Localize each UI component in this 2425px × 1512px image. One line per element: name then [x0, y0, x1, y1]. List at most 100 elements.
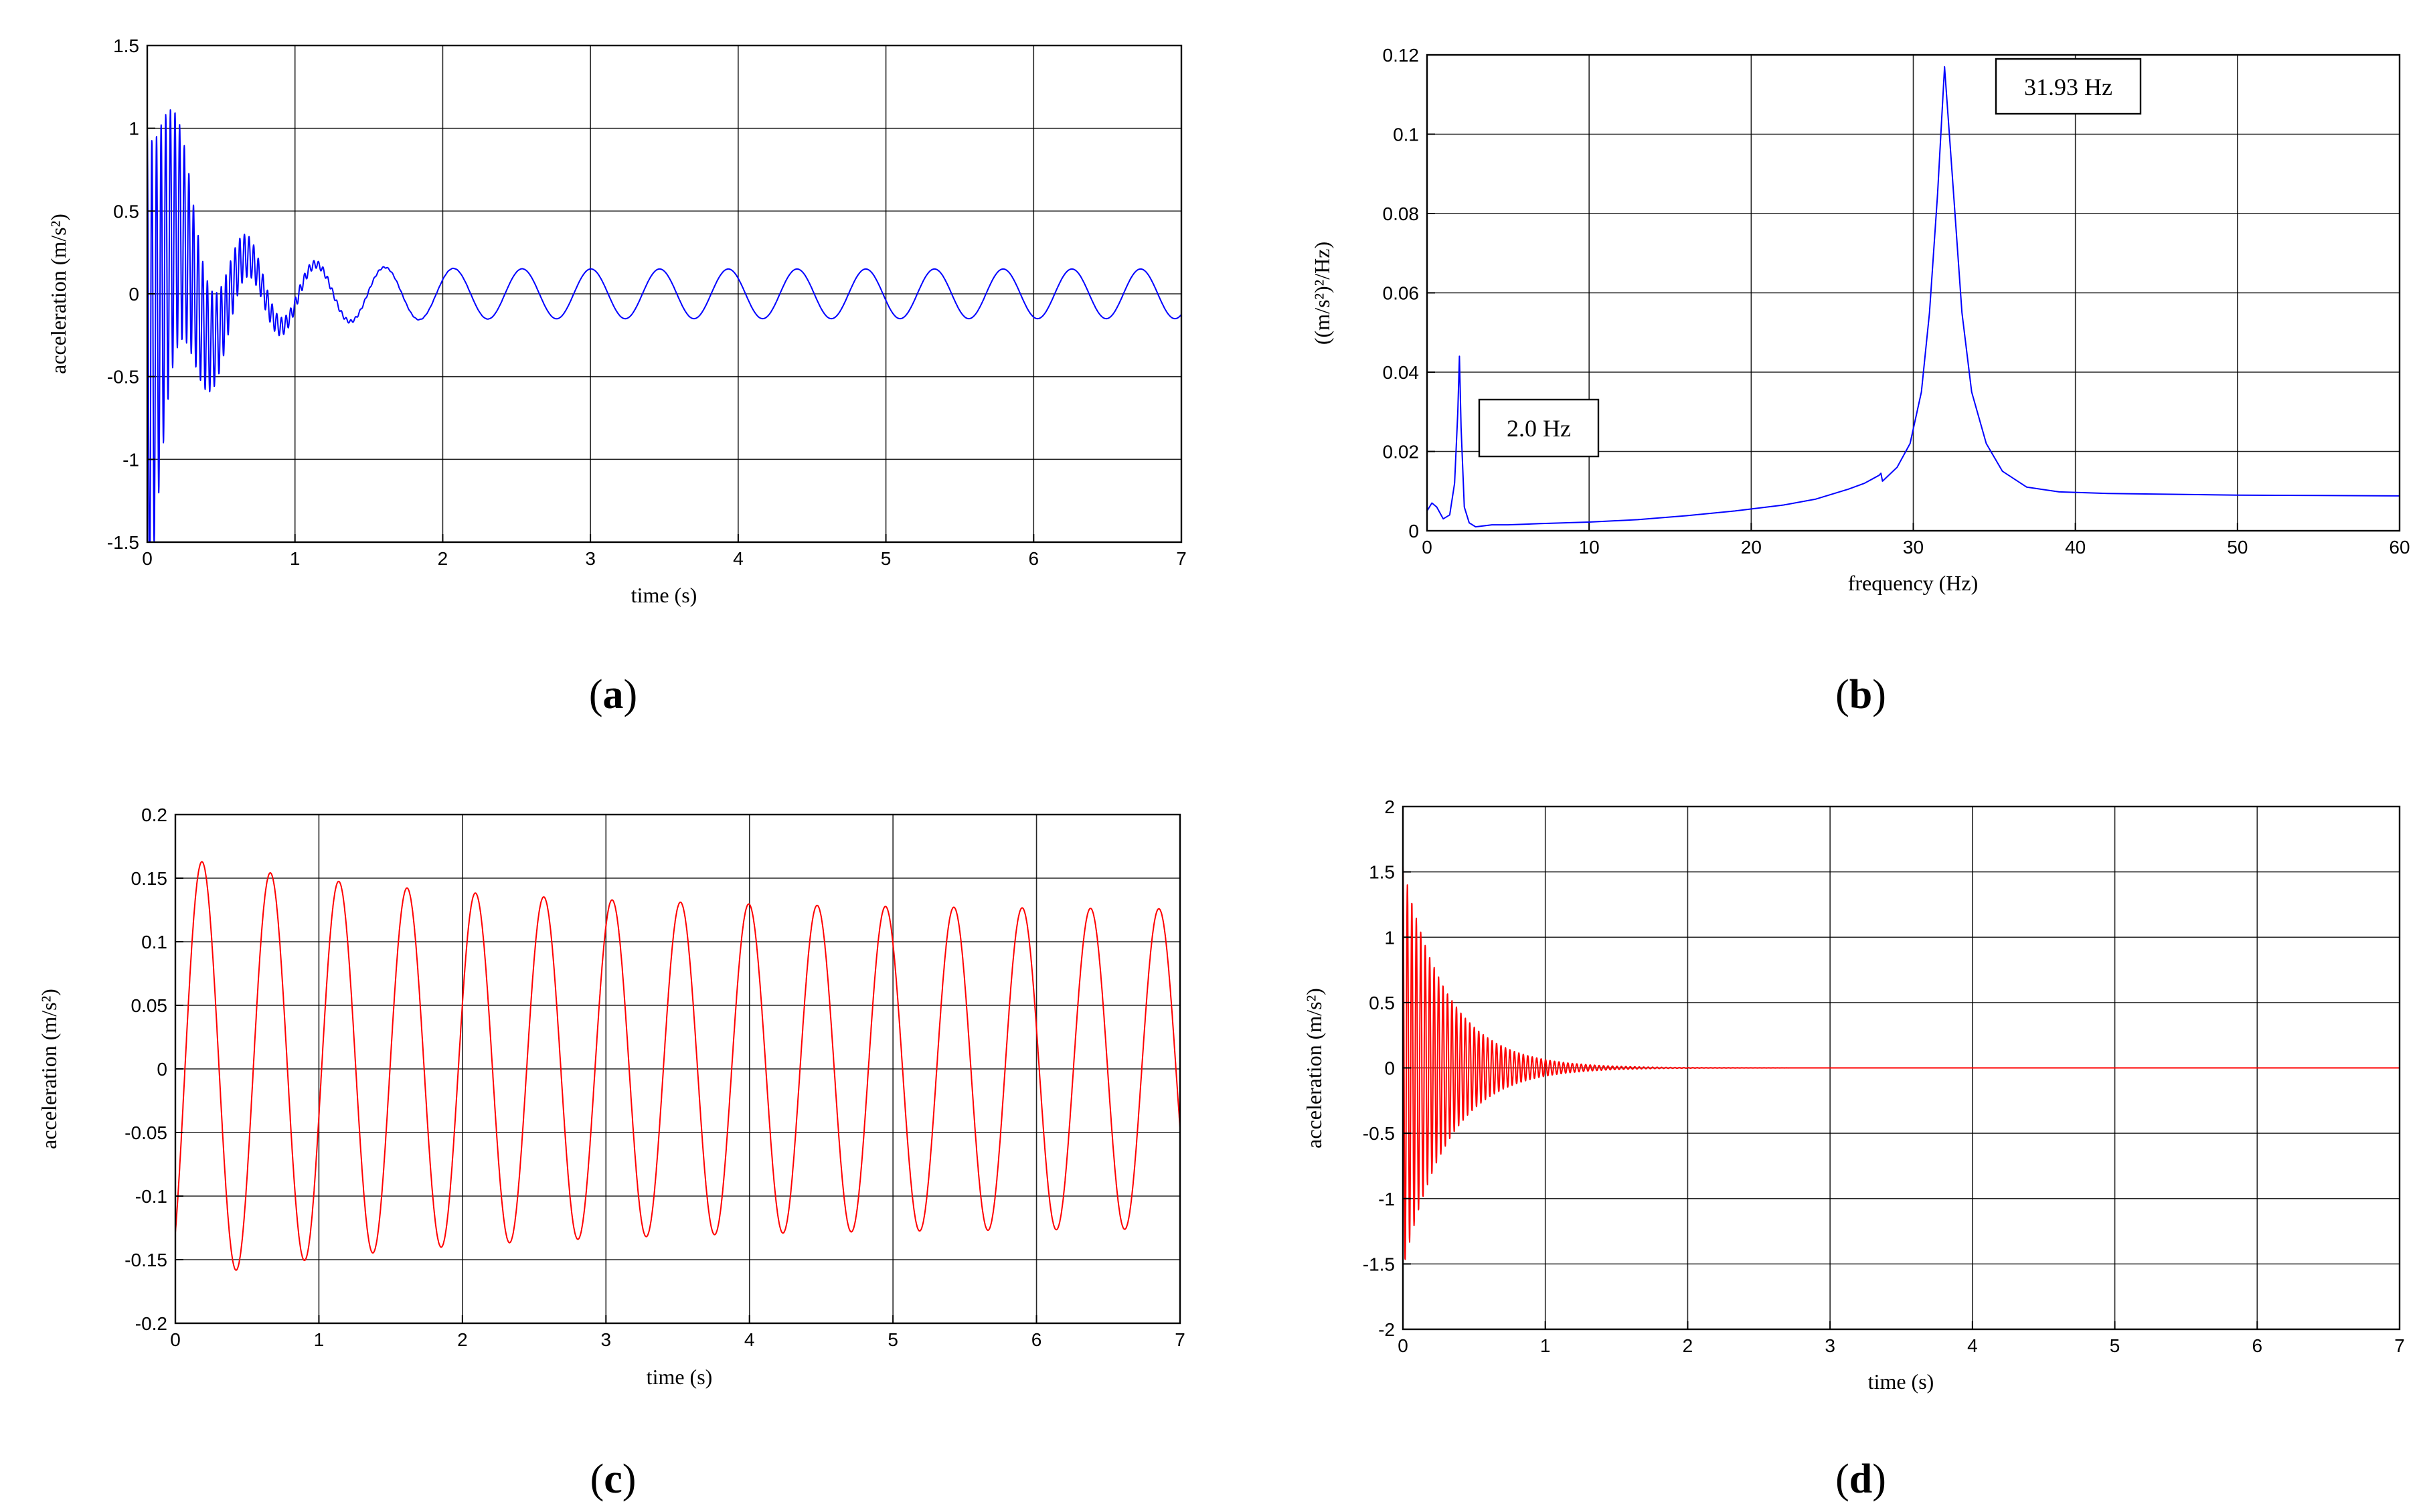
panel-d: 0 1 2 3 4 5 6 7 -2 -1.5 -1 -0.5 0 0.5 1 1.5 2 time (s) a…: [1302, 796, 2405, 1502]
x-tick-label-a: 0: [142, 548, 153, 569]
y-tick-label-d: -1.5: [1363, 1254, 1395, 1274]
x-tick-label-a: 5: [881, 548, 892, 569]
y-tick-label-a: -1: [122, 449, 139, 470]
series-line-c-0: [175, 861, 1181, 1271]
x-tick-label-c: 4: [744, 1329, 755, 1350]
y-tick-label-c: 0.1: [141, 932, 167, 952]
y-axis-title-a: acceleration (m/s²): [46, 214, 70, 374]
y-axis-title-c: acceleration (m/s²): [37, 989, 61, 1149]
y-tick-label-b: 0: [1408, 521, 1419, 541]
y-tick-label-c: -0.05: [124, 1122, 167, 1143]
y-tick-label-b: 0.06: [1383, 283, 1420, 304]
panel-c: 0 1 2 3 4 5 6 7 -0.2 -0.15 -0.1 -0.05 0 0.05 0.1 0.15 0.…: [37, 805, 1185, 1502]
x-tick-label-c: 7: [1175, 1329, 1185, 1350]
y-tick-label-d: 2: [1384, 796, 1395, 817]
annotations-b: 2.0 Hz 31.93 Hz: [1478, 58, 2142, 458]
panel-a: 0 1 2 3 4 5 6 7 -1.5 -1 -0.5 0 0.5 1 1.5 time (s) acce…: [46, 35, 1187, 718]
y-tick-label-a: 0.5: [113, 201, 139, 222]
panel-label-b: (b): [1835, 672, 1886, 718]
y-tick-label-c: -0.15: [124, 1250, 167, 1270]
x-axis-title-d: time (s): [1868, 1369, 1934, 1394]
y-tick-label-a: 1.5: [113, 35, 139, 56]
x-tick-label-a: 6: [1028, 548, 1039, 569]
y-tick-label-d: 1.5: [1369, 862, 1395, 883]
x-tick-label-d: 0: [1398, 1335, 1408, 1356]
panel-b: 0 10 20 30 40 50 60 0 0.02 0.04 0.06 0.08 0.1 0.12 2.…: [1310, 45, 2410, 718]
x-tick-label-a: 7: [1176, 548, 1187, 569]
y-tick-label-b: 0.1: [1393, 124, 1419, 145]
x-tick-label-a: 4: [733, 548, 744, 569]
x-tick-label-d: 1: [1540, 1335, 1551, 1356]
x-tick-label-a: 2: [438, 548, 448, 569]
x-tick-label-d: 5: [2110, 1335, 2120, 1356]
y-axis-title-b: ((m/s²)²/Hz): [1310, 242, 1334, 345]
series-line-a-0: [147, 109, 1182, 543]
x-tick-label-c: 1: [314, 1329, 325, 1350]
y-tick-label-d: 0.5: [1369, 993, 1395, 1013]
x-tick-label-b: 0: [1422, 537, 1432, 558]
panel-label-d: (d): [1835, 1456, 1886, 1502]
x-tick-label-d: 4: [1967, 1335, 1978, 1356]
y-axis-title-d: acceleration (m/s²): [1302, 988, 1326, 1149]
panel-label-a: (a): [589, 672, 637, 718]
ticks-c: 0 1 2 3 4 5 6 7 -0.2 -0.15 -0.1 -0.05 0 0.05 0.1 0.15 0.…: [124, 805, 1185, 1350]
panel-label-c: (c): [590, 1456, 637, 1502]
series-c: [175, 861, 1181, 1271]
x-axis-title-a: time (s): [631, 583, 697, 607]
panel-letter-b: b: [1849, 672, 1872, 718]
y-tick-label-c: 0.05: [131, 995, 168, 1016]
grid-c: [175, 815, 1180, 1323]
panel-letter-a: a: [603, 672, 624, 718]
x-tick-label-b: 20: [1741, 537, 1762, 558]
x-tick-label-b: 50: [2227, 537, 2248, 558]
grid-b: [1427, 55, 2400, 531]
x-tick-label-c: 0: [170, 1329, 181, 1350]
annotation-2hz-text: 2.0 Hz: [1507, 415, 1571, 442]
annotation-2hz-box: [1478, 398, 1600, 458]
annotation-3193hz-box: [1995, 58, 2142, 115]
ticks-a: 0 1 2 3 4 5 6 7 -1.5 -1 -0.5 0 0.5 1 1.5: [107, 35, 1187, 569]
series-d: [1402, 865, 2400, 1260]
x-tick-label-d: 2: [1683, 1335, 1693, 1356]
x-tick-label-d: 6: [2252, 1335, 2262, 1356]
y-tick-label-d: 0: [1384, 1058, 1395, 1079]
x-tick-label-d: 7: [2394, 1335, 2405, 1356]
annotation-3193hz-text: 31.93 Hz: [2024, 74, 2112, 100]
y-tick-label-d: 1: [1384, 927, 1395, 948]
series-line-b-0: [1426, 66, 2400, 528]
x-tick-label-b: 30: [1903, 537, 1924, 558]
annotation-3193hz: 31.93 Hz: [1995, 58, 2142, 115]
x-tick-label-c: 5: [888, 1329, 898, 1350]
x-tick-label-a: 1: [290, 548, 301, 569]
y-tick-label-a: -1.5: [107, 532, 139, 553]
y-tick-label-d: -1: [1378, 1189, 1395, 1209]
panel-letter-d: d: [1849, 1456, 1872, 1502]
y-tick-label-d: -2: [1378, 1319, 1395, 1340]
y-tick-label-a: 1: [129, 118, 139, 139]
x-tick-label-b: 40: [2065, 537, 2086, 558]
ticks-b: 0 10 20 30 40 50 60 0 0.02 0.04 0.06 0.08 0.1 0.12: [1383, 45, 2410, 558]
y-tick-label-a: -0.5: [107, 367, 139, 388]
y-tick-label-a: 0: [129, 284, 139, 305]
y-tick-label-b: 0.04: [1383, 362, 1420, 383]
x-tick-label-b: 60: [2389, 537, 2410, 558]
x-tick-label-a: 3: [585, 548, 596, 569]
series-line-d-0: [1402, 865, 2400, 1260]
x-axis-title-b: frequency (Hz): [1848, 571, 1979, 595]
x-tick-label-c: 3: [600, 1329, 611, 1350]
x-tick-label-b: 10: [1579, 537, 1600, 558]
y-tick-label-c: -0.1: [135, 1186, 167, 1207]
series-a: [147, 109, 1182, 543]
panel-letter-c: c: [604, 1456, 622, 1502]
annotation-2hz: 2.0 Hz: [1478, 398, 1600, 458]
grid-a: [147, 46, 1181, 542]
y-tick-label-c: -0.2: [135, 1313, 167, 1334]
x-axis-title-c: time (s): [647, 1365, 713, 1389]
y-tick-label-b: 0.08: [1383, 203, 1420, 224]
y-tick-label-d: -0.5: [1363, 1123, 1395, 1144]
y-tick-label-c: 0: [157, 1059, 167, 1080]
x-tick-label-c: 6: [1031, 1329, 1042, 1350]
y-tick-label-c: 0.15: [131, 868, 168, 889]
y-tick-label-b: 0.12: [1383, 45, 1420, 66]
